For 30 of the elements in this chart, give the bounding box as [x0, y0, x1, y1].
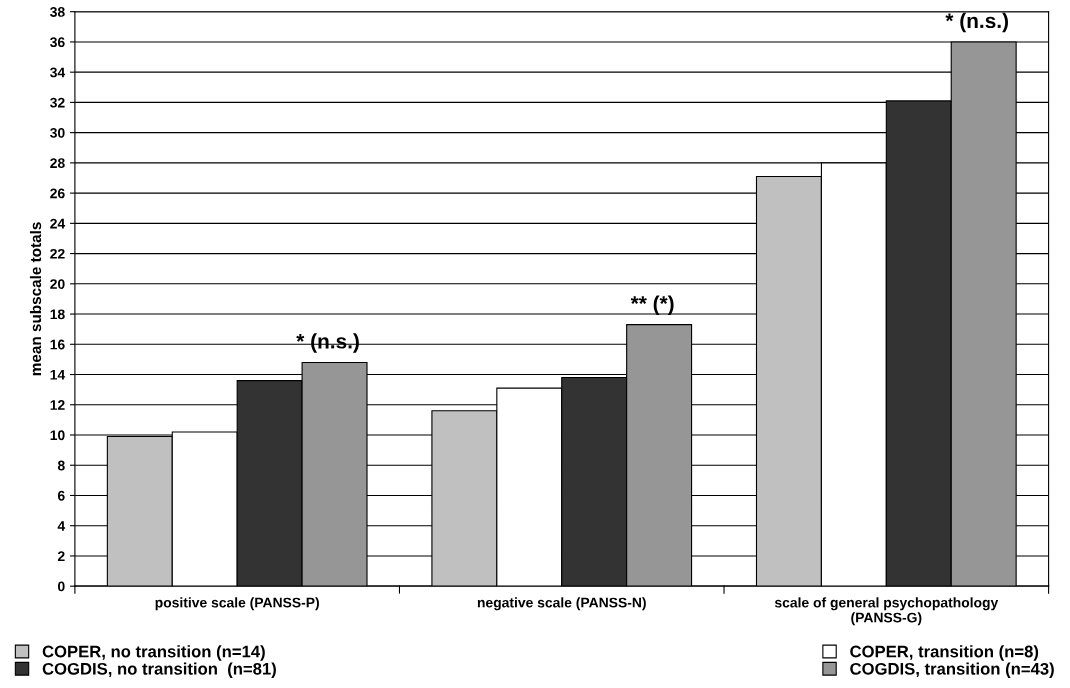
y-tick-label: 20 — [50, 279, 65, 289]
y-tick-label: 34 — [50, 67, 66, 78]
legend-label: COGDIS, transition (n=43) — [850, 662, 1054, 678]
y-tick-label: 18 — [50, 309, 65, 320]
legend-label: COPER, no transition (n=14) — [42, 645, 265, 661]
y-tick-label: 36 — [50, 37, 65, 48]
y-tick-label: 8 — [57, 460, 65, 471]
y-tick-label: 26 — [50, 188, 65, 199]
annotation: * (n.s.) — [945, 12, 1008, 33]
legend-label: COPER, transition (n=8) — [850, 645, 1039, 661]
y-tick-label: 32 — [50, 97, 65, 108]
x-tick-label: positive scale (PANSS-P) — [155, 597, 319, 611]
legend-label: COGDIS, no transition (n=81) — [42, 662, 276, 678]
y-tick-label: 4 — [57, 521, 66, 531]
y-tick-label: 0 — [58, 581, 65, 592]
y-tick-label: 10 — [50, 430, 65, 441]
y-axis-title: mean subscale totals — [29, 222, 42, 376]
y-tick-label: 2 — [57, 551, 65, 561]
y-tick-label: 16 — [50, 339, 65, 350]
annotation: ** (*) — [630, 295, 674, 315]
y-tick-label: 30 — [50, 127, 65, 138]
x-tick-label: scale of general psychopathology (PANSS-G) — [774, 597, 999, 626]
y-tick-label: 24 — [50, 218, 66, 229]
y-tick-label: 12 — [50, 400, 65, 410]
y-tick-label: 22 — [50, 248, 65, 259]
y-tick-label: 38 — [50, 7, 65, 17]
x-tick-label: negative scale (PANSS-N) — [477, 597, 646, 611]
y-tick-label: 6 — [57, 490, 65, 501]
y-tick-label: 14 — [50, 370, 66, 380]
y-tick-label: 28 — [50, 158, 65, 169]
